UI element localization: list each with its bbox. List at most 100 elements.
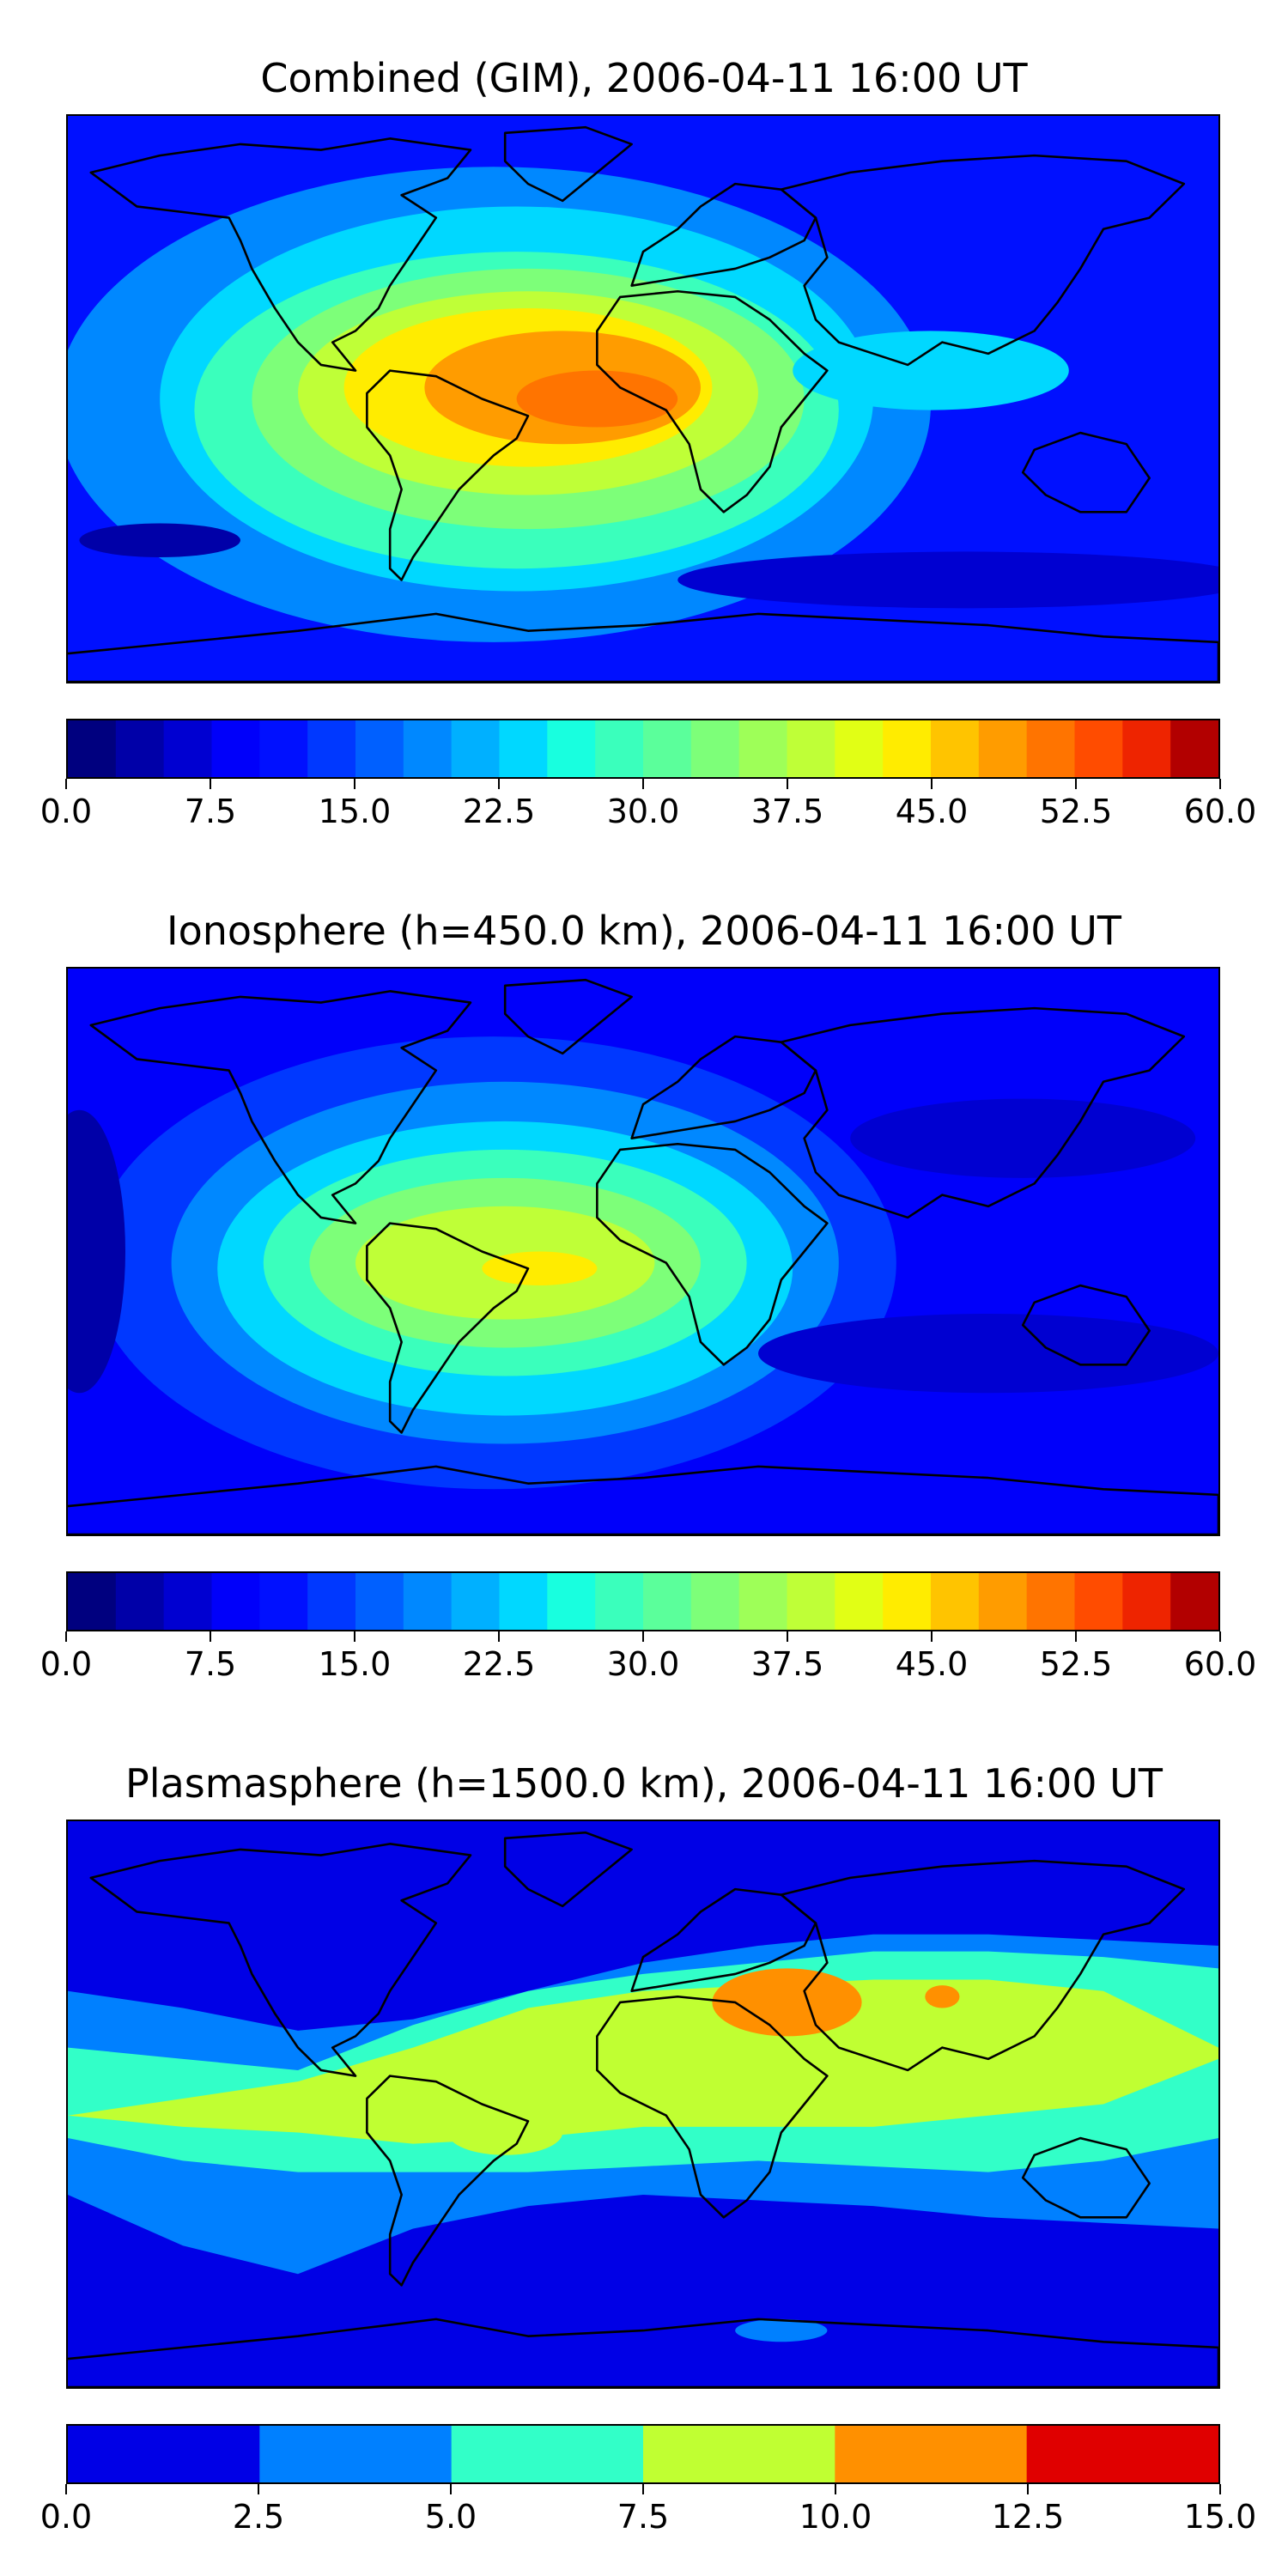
colorbar-segment-4: [835, 2426, 1028, 2482]
coastlines: [68, 978, 1218, 1534]
colorbar-tick-label: 7.5: [184, 1645, 237, 1683]
colorbar-tick-mark: [354, 1631, 355, 1642]
colorbar-segment-2: [451, 2426, 644, 2482]
colorbar-segment-14: [738, 720, 787, 777]
panel-3-map: [66, 1820, 1220, 2389]
colorbar-tick-label: 0.0: [39, 793, 93, 830]
colorbar-segment-1: [259, 2426, 453, 2482]
panel-1-map-svg: [68, 116, 1218, 682]
contour-band-2: [68, 1979, 1218, 2144]
coastline-asia: [780, 1006, 1186, 1219]
colorbar-tick-mark: [210, 1631, 211, 1642]
colorbar-segment-21: [1074, 1573, 1123, 1630]
colorbar-tick-label: 10.0: [799, 2498, 872, 2536]
colorbar-segment-12: [643, 1573, 692, 1630]
panel-1-title: Combined (GIM), 2006-04-11 16:00 UT: [260, 55, 1028, 101]
colorbar-segment-18: [931, 720, 980, 777]
colorbar-segment-20: [1026, 720, 1075, 777]
colorbar-segment-10: [547, 1573, 596, 1630]
contour-region-7: [516, 370, 678, 428]
colorbar-segment-21: [1074, 720, 1123, 777]
colorbar-tick-label: 22.5: [462, 793, 536, 830]
contour-region-3: [125, 2019, 195, 2043]
coastline-southAmerica: [366, 1222, 530, 1434]
colorbar-segment-5: [307, 1573, 356, 1630]
contour-region-1: [712, 1968, 862, 2037]
colorbar-tick-mark: [65, 779, 67, 789]
colorbar-tick-label: 0.0: [39, 2498, 93, 2536]
colorbar-segment-11: [595, 720, 644, 777]
colorbar-segment-7: [403, 1573, 453, 1630]
panel-2-colorbar: [66, 1571, 1220, 1631]
colorbar-segment-2: [163, 720, 212, 777]
colorbar-tick-label: 22.5: [462, 1645, 536, 1683]
colorbar-segment-15: [787, 1573, 835, 1630]
colorbar-tick-mark: [1219, 1631, 1221, 1642]
panel-3-colorbar: [66, 2424, 1220, 2484]
colorbar-segment-4: [259, 720, 308, 777]
colorbar-segment-12: [643, 720, 692, 777]
colorbar-tick-label: 30.0: [606, 1645, 680, 1683]
colorbar-segment-18: [931, 1573, 980, 1630]
colorbar-tick-label: 7.5: [184, 793, 237, 830]
panel-1-colorbar: [66, 719, 1220, 779]
colorbar-tick-mark: [65, 1631, 67, 1642]
colorbar-tick-label: 15.0: [318, 793, 392, 830]
colorbar-segment-5: [1026, 2426, 1218, 2482]
coastline-asia: [780, 1859, 1186, 2072]
coastline-southAmerica: [366, 2075, 530, 2287]
colorbar-tick-mark: [498, 779, 500, 789]
contour-region-6: [482, 1251, 598, 1286]
colorbar-tick-mark: [787, 1631, 788, 1642]
colorbar-tick-label: 52.5: [1039, 793, 1113, 830]
colorbar-segment-16: [835, 1573, 884, 1630]
coastline-antarctica: [68, 612, 1218, 682]
coastlines: [68, 125, 1218, 682]
panel-1-colorbar-ticks: 0.0 7.5 15.0 22.5 30.0 37.5 45.0 52.5 60.0: [0, 779, 1288, 830]
colorbar-tick-mark: [931, 1631, 933, 1642]
colorbar-tick-mark: [354, 779, 355, 789]
colorbar-segment-8: [451, 1573, 500, 1630]
colorbar-segment-0: [68, 2426, 260, 2482]
coastline-northAmerica: [89, 990, 472, 1224]
colorbar-segment-1: [115, 720, 165, 777]
colorbar-segment-6: [355, 720, 404, 777]
contour-region-4: [735, 2318, 828, 2342]
panel-3-map-svg: [68, 1821, 1218, 2387]
coastline-africa: [596, 1995, 829, 2219]
coastline-antarctica: [68, 2318, 1218, 2387]
colorbar-tick-mark: [642, 1631, 644, 1642]
colorbar-segment-11: [595, 1573, 644, 1630]
colorbar-tick-mark: [1219, 2484, 1221, 2494]
colorbar-segment-20: [1026, 1573, 1075, 1630]
colorbar-tick-label: 37.5: [750, 793, 824, 830]
coastline-australia: [1021, 431, 1151, 513]
panel-2-colorbar-svg: [68, 1573, 1218, 1630]
panel-3-title: Plasmasphere (h=1500.0 km), 2006-04-11 1…: [125, 1760, 1163, 1807]
panel-3-colorbar-svg: [68, 2426, 1218, 2482]
colorbar-tick-label: 30.0: [606, 793, 680, 830]
colorbar-segment-23: [1170, 1573, 1218, 1630]
colorbar-segment-1: [115, 1573, 165, 1630]
colorbar-tick-mark: [787, 779, 788, 789]
contour-region-2: [925, 1985, 960, 2008]
colorbar-tick-label: 15.0: [1183, 2498, 1257, 2536]
colorbar-segment-0: [68, 720, 117, 777]
colorbar-tick-label: 2.5: [232, 2498, 285, 2536]
colorbar-segment-19: [978, 720, 1028, 777]
colorbar-segment-13: [690, 720, 740, 777]
colorbar-segment-10: [547, 720, 596, 777]
coastline-northAmerica: [89, 137, 472, 372]
colorbar-tick-mark: [835, 2484, 836, 2494]
colorbar-tick-label: 45.0: [895, 1645, 969, 1683]
colorbar-segment-13: [690, 1573, 740, 1630]
colorbar-segment-23: [1170, 720, 1218, 777]
colorbar-segment-3: [643, 2426, 835, 2482]
contour-region-9: [79, 523, 240, 558]
contour-region-10: [677, 551, 1218, 609]
colorbar-tick-mark: [1219, 779, 1221, 789]
colorbar-segment-22: [1122, 1573, 1171, 1630]
colorbar-tick-mark: [931, 779, 933, 789]
colorbar-segment-8: [451, 720, 500, 777]
colorbar-tick-mark: [210, 779, 211, 789]
